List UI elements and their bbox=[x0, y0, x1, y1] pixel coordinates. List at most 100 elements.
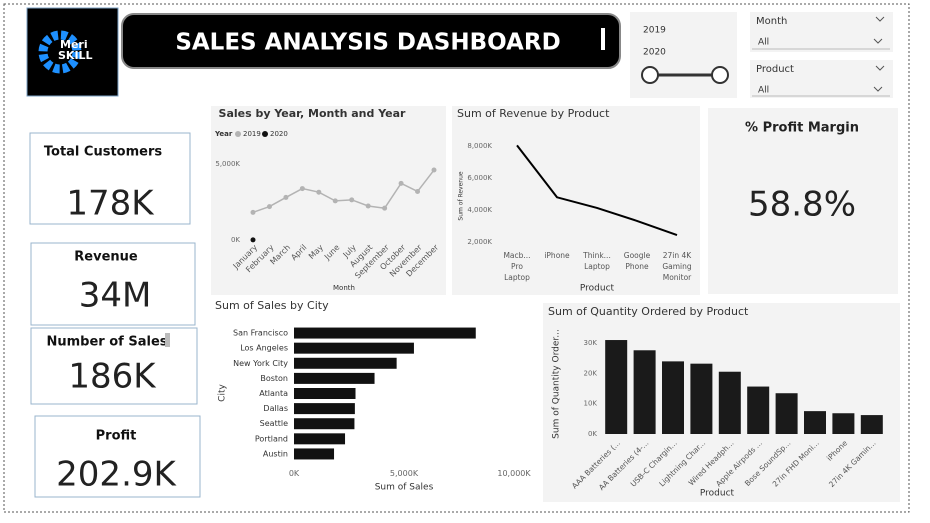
kpi-card bbox=[30, 242, 196, 326]
line bbox=[516, 144, 678, 236]
y-tick-label: San Francisco bbox=[233, 329, 288, 338]
card-label: Total Customers bbox=[44, 145, 162, 160]
bar bbox=[294, 433, 346, 445]
point bbox=[431, 167, 437, 173]
slicer-value[interactable]: All bbox=[758, 86, 769, 96]
slicer-label: Month bbox=[756, 16, 787, 27]
x-tick-label: 0K bbox=[289, 469, 300, 478]
scroll-bar bbox=[165, 333, 170, 347]
y-tick-label: New York City bbox=[233, 359, 288, 368]
product-slicer[interactable] bbox=[750, 60, 893, 98]
logo-gear bbox=[38, 30, 82, 74]
legend-marker bbox=[235, 131, 241, 137]
card-value: 186K bbox=[68, 357, 157, 397]
slider-handle[interactable] bbox=[711, 66, 729, 84]
card-label: Revenue bbox=[74, 250, 138, 265]
dashboard-title: SALES ANALYSIS DASHBOARD bbox=[175, 30, 560, 56]
x-tick-label: iPhone bbox=[544, 251, 570, 260]
y-tick-label: 30K bbox=[584, 339, 598, 347]
x-tick-label: Macb... Pro Laptop bbox=[503, 251, 530, 282]
card-value: 34M bbox=[79, 276, 152, 316]
slicer-option[interactable]: 2020 bbox=[643, 48, 666, 58]
kpi-card bbox=[29, 132, 191, 225]
y-tick-label: 0K bbox=[231, 236, 240, 244]
x-tick-label: 27in 4K Gaming Monitor bbox=[662, 251, 692, 282]
bar bbox=[294, 388, 356, 399]
y-tick-label: 8,000K bbox=[467, 142, 492, 150]
bar bbox=[294, 342, 414, 354]
y-axis-title: Sum of Revenue bbox=[458, 171, 465, 220]
bar bbox=[775, 393, 798, 434]
card-value: 178K bbox=[66, 184, 155, 224]
x-tick-label: 5,000K bbox=[390, 469, 419, 478]
bar bbox=[294, 372, 375, 384]
chart-title: Sum of Quantity Ordered by Product bbox=[548, 305, 749, 318]
y-tick-label: Atlanta bbox=[259, 389, 288, 398]
point bbox=[365, 203, 371, 209]
y-tick-label: Seattle bbox=[260, 419, 288, 428]
legend-label: 2019 bbox=[243, 130, 261, 138]
y-tick-label: 0K bbox=[588, 430, 597, 438]
bar bbox=[832, 413, 855, 434]
y-tick-label: 20K bbox=[584, 369, 598, 377]
point bbox=[415, 188, 421, 194]
logo-gear-hole bbox=[50, 42, 70, 62]
card-label: % Profit Margin bbox=[745, 121, 859, 136]
bar bbox=[294, 418, 355, 430]
y-tick-label: 2,000K bbox=[467, 238, 492, 246]
chart-title: Sales by Year, Month and Year bbox=[219, 107, 407, 120]
chart-title: Sum of Revenue by Product bbox=[457, 107, 610, 120]
point bbox=[382, 205, 388, 211]
legend-label: 2020 bbox=[270, 130, 288, 138]
logo-text: Meri bbox=[60, 38, 88, 51]
point bbox=[250, 209, 256, 215]
bar bbox=[804, 411, 826, 434]
slider-handle[interactable] bbox=[641, 66, 659, 84]
point bbox=[266, 204, 272, 210]
title-cursor bbox=[601, 28, 605, 50]
chevron[interactable] bbox=[873, 86, 883, 92]
month-slicer[interactable] bbox=[750, 12, 893, 52]
frame bbox=[3, 3, 910, 513]
card-value: 202.9K bbox=[56, 455, 177, 495]
card-label: Number of Sales bbox=[47, 335, 168, 350]
card-value: 58.8% bbox=[748, 185, 856, 225]
point bbox=[299, 186, 305, 192]
y-tick-label: 10K bbox=[584, 400, 598, 408]
y-tick-label: Portland bbox=[255, 434, 288, 443]
x-axis-title: Sum of Sales bbox=[375, 483, 434, 493]
x-axis-title: Product bbox=[700, 489, 735, 499]
bar bbox=[747, 386, 770, 434]
point bbox=[250, 237, 256, 243]
kpi-card bbox=[708, 108, 898, 294]
kpi-card bbox=[34, 415, 201, 498]
bar bbox=[605, 340, 628, 434]
slicer-value[interactable]: All bbox=[758, 38, 769, 48]
bar bbox=[294, 357, 397, 369]
chevron[interactable] bbox=[873, 38, 883, 44]
x-tick-label: 10,000K bbox=[497, 469, 531, 478]
y-tick-label: 6,000K bbox=[467, 174, 492, 182]
bar bbox=[294, 448, 335, 460]
chevron[interactable] bbox=[875, 16, 885, 22]
point bbox=[332, 198, 338, 204]
legend-title: Year bbox=[214, 130, 233, 138]
y-tick-label: Dallas bbox=[263, 404, 288, 413]
y-tick-label: Los Angeles bbox=[240, 344, 288, 353]
chart-title: Sum of Sales by City bbox=[215, 299, 329, 312]
chart-panel bbox=[211, 106, 446, 295]
point bbox=[316, 189, 322, 195]
y-tick-label: Boston bbox=[260, 374, 288, 383]
point bbox=[283, 194, 289, 200]
x-tick-label: Google Phone bbox=[624, 251, 651, 271]
point bbox=[349, 197, 355, 203]
slicer-label: Product bbox=[756, 64, 794, 75]
chevron[interactable] bbox=[875, 65, 885, 71]
slicer-option[interactable]: 2019 bbox=[643, 26, 666, 36]
y-tick-label: 5,000K bbox=[215, 160, 240, 168]
x-tick-label: Think... Laptop bbox=[582, 251, 611, 271]
bar bbox=[633, 350, 656, 434]
y-tick-label: Austin bbox=[263, 449, 288, 458]
bar bbox=[718, 371, 741, 434]
